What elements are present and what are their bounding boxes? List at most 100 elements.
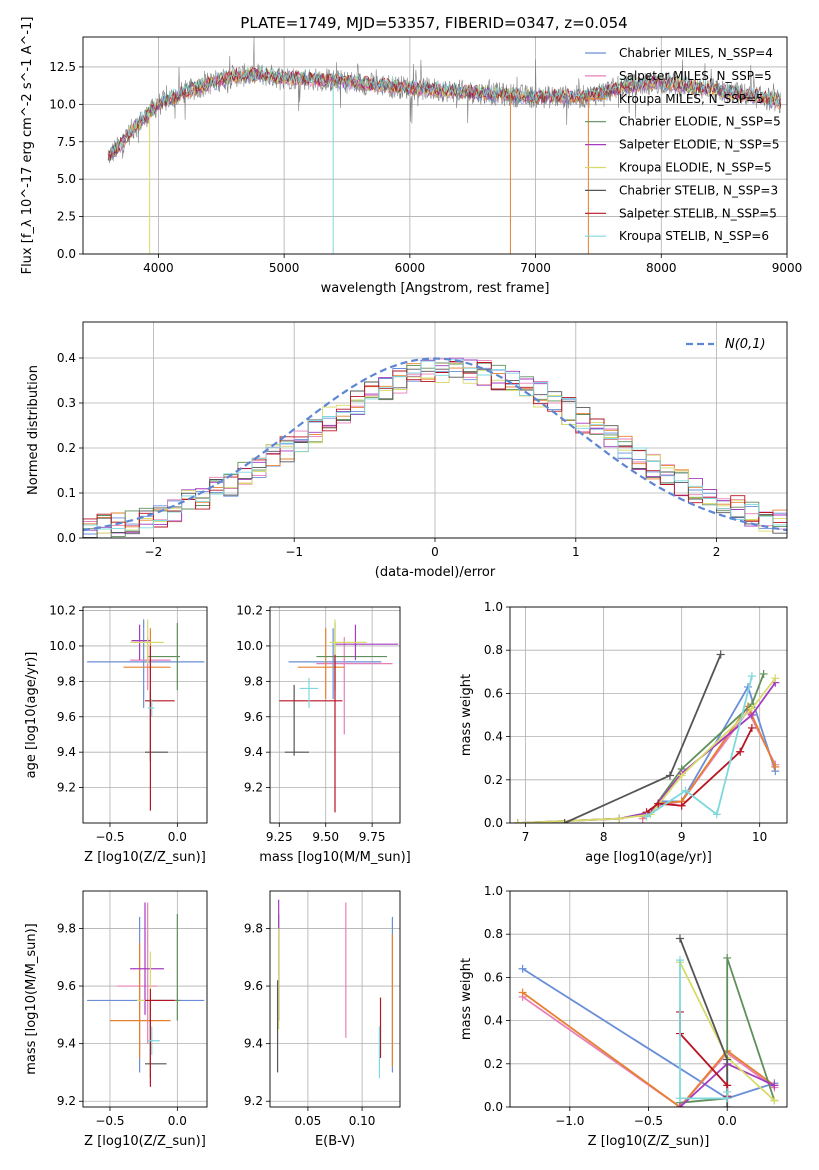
y-tick-label: 9.4 xyxy=(57,1037,76,1051)
weight-line-chabrier-stelib xyxy=(564,654,722,823)
x-tick-label: −0.5 xyxy=(634,1114,663,1128)
y-tick-label: 9.4 xyxy=(57,745,76,759)
chart-2: −0.5 0.0 9.2 9.4 9.6 9.8 10.0 10.2 Z [log10(Z/Z_… xyxy=(24,604,208,865)
errorbar-kroupa-stelib xyxy=(299,677,319,708)
x-tick-label: 6000 xyxy=(395,261,426,275)
chart-7: −1.0 −0.5 0.0 0.0 0.2 0.4 0.6 0.8 1.0 Z [log10(Z/… xyxy=(459,884,788,1149)
x-tick-label: 9.25 xyxy=(266,830,293,844)
errorbar-kroupa-elodie xyxy=(329,619,367,661)
plot-area-1 xyxy=(83,357,787,538)
normal-curve xyxy=(83,357,787,532)
axes-frame xyxy=(82,606,208,824)
figure-title: PLATE=1749, MJD=53357, FIBERID=0347, z=0… xyxy=(240,14,627,32)
y-tick-label: 0.6 xyxy=(484,686,503,700)
weight-line-kroupa-elodie xyxy=(517,677,777,823)
weight-marker xyxy=(723,1055,732,1064)
x-tick-label: 9.75 xyxy=(359,830,386,844)
x-tick-label: 0.05 xyxy=(295,1114,322,1128)
y-tick-label: 9.6 xyxy=(57,710,76,724)
axes-frame xyxy=(509,606,788,824)
y-tick-label: 9.6 xyxy=(244,710,263,724)
weight-marker xyxy=(712,810,721,819)
y-axis-label: mass weight xyxy=(459,674,474,756)
plot-area-3 xyxy=(279,619,399,813)
errorbar-chabrier-elodie xyxy=(147,622,181,691)
errorbar-kroupa-elodie xyxy=(130,619,164,664)
weight-marker xyxy=(747,704,756,713)
y-tick-label: 0.4 xyxy=(484,730,503,744)
weight-marker xyxy=(654,799,663,808)
y-tick-label: 0.0 xyxy=(484,816,503,830)
x-tick-label: 8 xyxy=(600,830,608,844)
x-tick-label: −0.5 xyxy=(95,1114,124,1128)
weight-marker xyxy=(759,669,768,678)
x-tick-label: 2 xyxy=(713,545,721,559)
x-axis-label: wavelength [Angstrom, rest frame] xyxy=(321,281,550,296)
errorbar-salpeter-miles xyxy=(316,637,393,735)
errorbar-chabrier-elodie xyxy=(316,622,387,691)
axes-frame xyxy=(82,36,788,255)
y-tick-label: 5.0 xyxy=(57,172,76,186)
y-tick-label: 9.8 xyxy=(57,921,76,935)
y-tick-label: 9.8 xyxy=(244,674,263,688)
y-tick-label: 7.5 xyxy=(57,135,76,149)
y-tick-label: 9.2 xyxy=(244,1094,263,1108)
errorbar-salpeter-stelib xyxy=(145,988,175,1087)
y-tick-label: 9.4 xyxy=(244,1037,263,1051)
x-tick-label: −1 xyxy=(285,545,303,559)
weight-marker xyxy=(677,801,686,810)
model-spectrum-kroupa-elodie xyxy=(108,67,781,158)
x-tick-label: 0.0 xyxy=(168,830,187,844)
legend-label-salpeter-elodie: Salpeter ELODIE, N_SSP=5 xyxy=(619,138,780,152)
y-tick-label: 10.2 xyxy=(49,604,76,618)
chart-6: 0.05 0.10 9.2 9.4 9.6 9.8 E(B-V) xyxy=(244,890,401,1149)
histogram-kroupa-stelib xyxy=(83,359,787,538)
y-tick-label: 0.2 xyxy=(484,773,503,787)
legend-spectrum: Chabrier MILES, N_SSP=4 Salpeter MILES, N… xyxy=(585,46,781,243)
y-tick-label: 0.8 xyxy=(484,643,503,657)
y-tick-label: 0.0 xyxy=(484,1100,503,1114)
x-tick-label: 8000 xyxy=(646,261,677,275)
chart-4: 7 8 9 10 0.0 0.2 0.4 0.6 0.8 1.0 age [log10(age/yr… xyxy=(459,600,788,865)
y-tick-label: 0.0 xyxy=(57,531,76,545)
weight-marker xyxy=(747,723,756,732)
y-tick-label: 9.8 xyxy=(244,921,263,935)
plot-area-2 xyxy=(87,619,205,811)
weight-line-kroupa-miles xyxy=(522,991,775,1107)
x-tick-label: 0.0 xyxy=(718,1114,737,1128)
axes-frame xyxy=(82,890,208,1108)
y-tick-label: 9.2 xyxy=(57,1094,76,1108)
weight-marker xyxy=(723,953,732,962)
weight-marker xyxy=(518,988,527,997)
chart-0: 4000 5000 6000 7000 8000 9000 0.0 2.5 5.0 7.5 10.0… xyxy=(20,17,802,296)
weight-marker xyxy=(677,771,686,780)
errorbar-salpeter-elodie xyxy=(130,902,164,1015)
plot-area-7 xyxy=(518,934,779,1107)
histogram-salpeter-stelib xyxy=(83,361,787,538)
grid-1 xyxy=(83,322,787,539)
weight-line-chabrier-elodie xyxy=(517,673,765,823)
y-tick-label: 12.5 xyxy=(49,60,76,74)
errorbar-salpeter-stelib xyxy=(279,654,343,813)
x-tick-label: 7 xyxy=(522,830,530,844)
weight-marker xyxy=(771,674,780,683)
chart-1: −2 −1 0 1 2 0.0 0.1 0.2 0.3 0.4 (data-model)/error… xyxy=(26,321,788,580)
y-tick-label: 1.0 xyxy=(484,884,503,898)
y-tick-label: 9.2 xyxy=(244,781,263,795)
x-tick-label: −0.5 xyxy=(95,830,124,844)
y-tick-label: 10.0 xyxy=(49,97,76,111)
weight-marker xyxy=(747,672,756,681)
x-tick-label: 0.10 xyxy=(349,1114,376,1128)
y-tick-label: 0.3 xyxy=(57,396,76,410)
errorbar-chabrier-stelib xyxy=(284,684,309,756)
errorbar-kroupa-miles xyxy=(297,628,345,700)
weight-marker xyxy=(681,786,690,795)
y-tick-label: 9.2 xyxy=(57,781,76,795)
x-tick-label: 4000 xyxy=(143,261,174,275)
y-tick-label: 10.2 xyxy=(236,604,263,618)
x-tick-label: −2 xyxy=(145,545,163,559)
weight-marker xyxy=(723,1103,732,1107)
x-tick-label: −1.0 xyxy=(555,1114,584,1128)
chart-3: 9.25 9.50 9.75 9.2 9.4 9.6 9.8 10.0 10.2 mass [lo… xyxy=(236,604,410,865)
weight-marker xyxy=(716,650,725,659)
